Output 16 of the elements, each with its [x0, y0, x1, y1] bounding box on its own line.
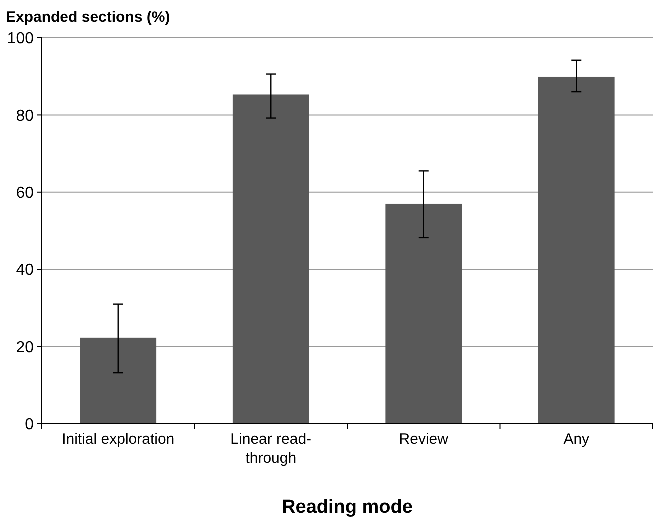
bar	[80, 338, 157, 424]
y-axis-title: Expanded sections (%)	[6, 9, 170, 26]
bar	[232, 94, 310, 424]
y-tick-label: 100	[7, 30, 34, 48]
y-tick-label: 40	[16, 262, 34, 280]
x-tick-label: Review	[399, 431, 449, 448]
bar	[538, 76, 615, 424]
x-tick-label: Any	[564, 431, 590, 448]
y-tick-label: 0	[25, 416, 34, 434]
x-axis-title: Reading mode	[282, 497, 413, 518]
y-tick-label: 60	[16, 185, 34, 202]
bar	[386, 204, 462, 424]
x-tick-label: Linear read-through	[230, 431, 312, 467]
x-tick-label: Initial exploration	[62, 431, 175, 448]
y-tick-label: 80	[16, 108, 34, 125]
y-tick-label: 20	[16, 339, 34, 356]
